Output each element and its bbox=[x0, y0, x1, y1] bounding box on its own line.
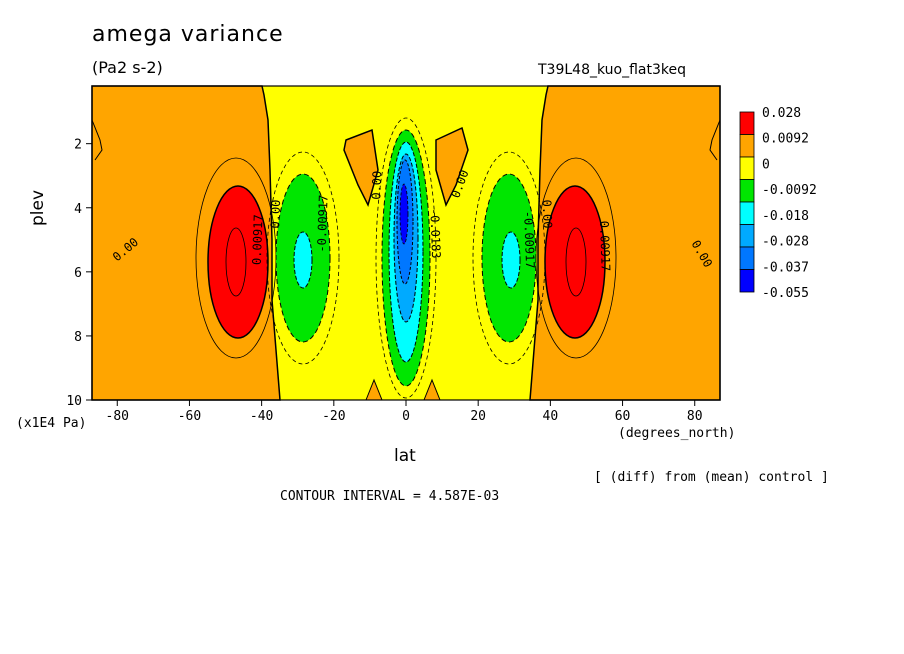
x-tick-label: -40 bbox=[250, 409, 273, 424]
x-tick-label: 80 bbox=[687, 409, 703, 424]
region-core-right bbox=[501, 231, 521, 289]
legend-swatch bbox=[739, 156, 755, 180]
axes: -80 -60 -40 -20 0 20 40 60 80 2 4 6 8 10 bbox=[66, 138, 702, 424]
contour-dashed-outer-left bbox=[266, 151, 340, 365]
x-tick-label: -20 bbox=[322, 409, 345, 424]
legend-level-label: -0.0092 bbox=[762, 183, 817, 198]
region-positive-lobe-left bbox=[343, 128, 379, 208]
legend-swatch bbox=[739, 179, 755, 203]
legend-level-label: -0.018 bbox=[762, 209, 809, 224]
contour-dashed-outer-right bbox=[472, 151, 546, 365]
x-tick-label: 60 bbox=[615, 409, 631, 424]
contour-label: 0.00 bbox=[369, 170, 384, 199]
x-tick-label: 0 bbox=[402, 409, 410, 424]
contour-line-max-left bbox=[225, 227, 247, 297]
y-tick-label: 2 bbox=[74, 138, 82, 153]
y-tick-label: 10 bbox=[66, 394, 82, 409]
x-axis-label: lat bbox=[394, 446, 416, 466]
x-tick-label: -80 bbox=[106, 409, 129, 424]
x-tick-label: 40 bbox=[543, 409, 559, 424]
contour-line-edge-left bbox=[91, 119, 103, 161]
y-tick-label: 6 bbox=[74, 266, 82, 281]
contour-label: -0.00917 bbox=[315, 195, 331, 253]
legend-level-label: -0.055 bbox=[762, 286, 809, 301]
legend-level-label: -0.037 bbox=[762, 260, 809, 275]
contour-label: 0.00 bbox=[540, 199, 555, 228]
plot-area bbox=[91, 85, 721, 401]
y-tick-label: 8 bbox=[74, 330, 82, 345]
run-label: T39L48_kuo_flat3keq bbox=[538, 62, 686, 78]
legend-swatch bbox=[739, 246, 755, 270]
legend-level-label: 0 bbox=[762, 157, 770, 172]
legend-level-label: 0.0092 bbox=[762, 132, 809, 147]
contour-interval: CONTOUR INTERVAL = 4.587E-03 bbox=[280, 489, 500, 504]
x-axis-unit: (degrees_north) bbox=[618, 426, 736, 441]
legend-swatch bbox=[739, 224, 755, 248]
contour-label: -0.0183 bbox=[427, 208, 443, 259]
chart-units: (Pa2 s-2) bbox=[92, 58, 163, 77]
contour-dashed-equator-outer bbox=[375, 117, 437, 399]
x-tick-label: -60 bbox=[178, 409, 201, 424]
contour-label: 0.00917 bbox=[250, 214, 266, 265]
legend: 0.028 0.0092 0 -0.0092 -0.018 -0.028 -0.037 -0.… bbox=[739, 106, 817, 301]
region-positive-lobe-right bbox=[435, 126, 469, 208]
contour-line-max-right bbox=[565, 227, 587, 297]
legend-swatch bbox=[739, 201, 755, 225]
y-tick-label: 4 bbox=[74, 202, 82, 217]
region-max-right bbox=[544, 185, 606, 339]
diff-note: [ (diff) from (mean) control ] bbox=[594, 470, 829, 485]
region-max-left bbox=[207, 185, 269, 339]
legend-level-label: -0.028 bbox=[762, 235, 809, 250]
contour-label: 0.00917 bbox=[597, 221, 613, 272]
contour-line-edge-right bbox=[709, 119, 721, 161]
region-core-left bbox=[293, 231, 313, 289]
legend-swatch bbox=[739, 134, 755, 158]
legend-swatch bbox=[739, 269, 755, 293]
chart-title: amega variance bbox=[92, 22, 284, 47]
region-equator-min bbox=[399, 183, 409, 245]
legend-swatch bbox=[739, 111, 755, 135]
x-tick-label: 20 bbox=[470, 409, 486, 424]
contour-label: 0.00 bbox=[268, 199, 283, 228]
legend-level-label: 0.028 bbox=[762, 106, 801, 121]
contour-label: -0.00917 bbox=[521, 211, 537, 269]
y-axis-unit: (x1E4 Pa) bbox=[16, 416, 87, 431]
